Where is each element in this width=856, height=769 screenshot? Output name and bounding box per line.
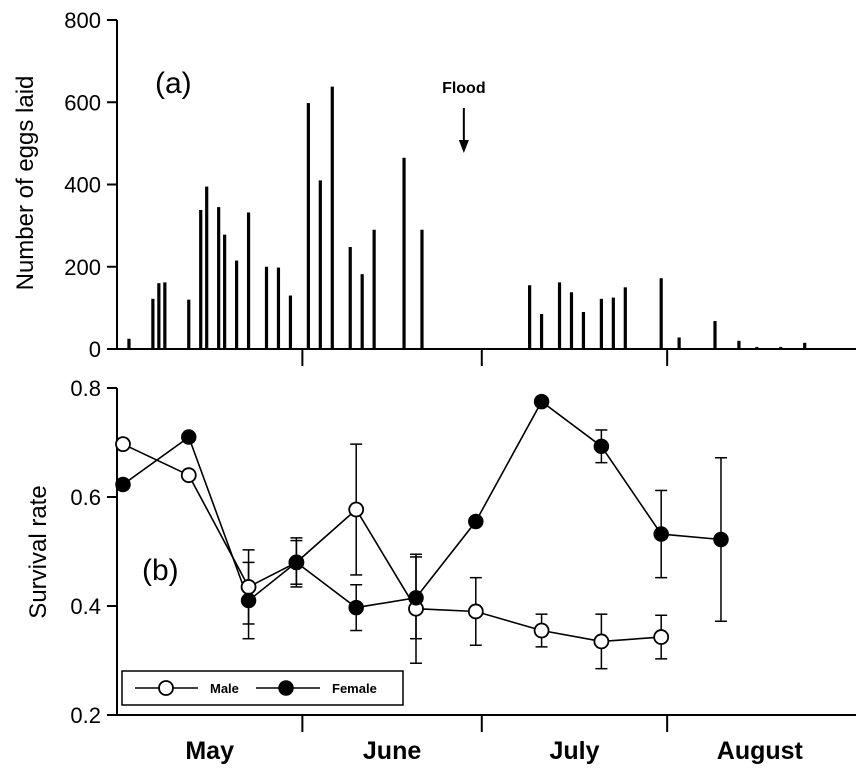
point-female (593, 438, 610, 455)
egg-bar (318, 180, 322, 349)
egg-bar (151, 298, 155, 349)
egg-bar (372, 229, 376, 349)
month-label: August (717, 737, 804, 765)
egg-bar (330, 86, 334, 349)
egg-bar (276, 267, 281, 349)
legend-female-label: Female (332, 681, 377, 696)
egg-bar (306, 103, 310, 349)
legend: Male Female (121, 670, 404, 706)
point-female (533, 393, 550, 410)
panel-b-y-tick-label: 0.8 (70, 376, 101, 401)
legend-male-marker-icon (158, 680, 174, 696)
point-female (408, 590, 424, 606)
month-label: May (185, 737, 234, 765)
panel-a-egg-chart: 0 200 400 600 800 Number of eggs laid (a) Fl… (12, 8, 856, 366)
panel-b-y-axis-label: Survival rate (25, 485, 52, 618)
point-female (468, 513, 484, 530)
point-male (240, 579, 257, 595)
egg-bar (223, 234, 227, 349)
point-male (533, 622, 550, 639)
panel-b-y-tick-label: 0.2 (70, 703, 101, 728)
egg-bar (803, 342, 807, 349)
legend-male-label: Male (210, 681, 239, 696)
flood-annotation: Flood (442, 80, 486, 97)
month-label: July (549, 737, 599, 765)
egg-bar (187, 299, 191, 349)
point-male (115, 436, 131, 453)
egg-bar (557, 282, 562, 349)
point-female (288, 554, 305, 571)
point-female (348, 599, 364, 616)
panel-a-y-tick-label: 800 (64, 8, 101, 33)
series-line-female (122, 400, 722, 609)
point-male (180, 467, 197, 484)
egg-bar (360, 274, 364, 349)
egg-bar (755, 346, 759, 349)
egg-bar (713, 321, 717, 349)
panel-b-y-tick-label: 0.6 (70, 485, 101, 510)
panel-a-label: (a) (155, 67, 192, 100)
egg-bar (623, 287, 627, 349)
panel-a-y-axis-label: Number of eggs laid (12, 76, 39, 291)
egg-bar (163, 282, 167, 349)
egg-bar (264, 266, 269, 349)
point-female (115, 476, 131, 493)
flood-arrow-icon (458, 108, 469, 153)
egg-bar (539, 314, 544, 349)
point-female (240, 592, 257, 609)
egg-bar (569, 292, 574, 349)
egg-bar (581, 311, 586, 349)
series-line-male (122, 443, 662, 643)
point-female (713, 531, 729, 548)
egg-bar (779, 346, 783, 349)
egg-bar (599, 298, 603, 349)
egg-bar (288, 295, 293, 349)
egg-bar (611, 297, 615, 349)
panel-b-label: (b) (142, 554, 179, 587)
month-label: June (363, 737, 421, 765)
egg-bar (737, 340, 741, 349)
point-male (467, 603, 484, 620)
egg-bar (205, 186, 209, 349)
panel-b-survival-chart: 0.2 0.4 0.6 0.8 Survival rate (b) Male Fema… (25, 376, 856, 732)
egg-bar (420, 229, 424, 349)
egg-bar (402, 157, 406, 349)
egg-bar (659, 278, 663, 349)
egg-bar (235, 260, 239, 349)
panel-a-y-tick-label: 400 (64, 173, 101, 198)
point-male (653, 629, 670, 645)
egg-bar (528, 285, 532, 349)
egg-bar (246, 212, 251, 349)
legend-female-marker-icon (278, 680, 294, 696)
panel-a-y-tick-label: 600 (64, 90, 101, 115)
egg-bar (199, 209, 203, 349)
point-female (181, 429, 197, 445)
egg-bar (217, 207, 221, 349)
panel-a-y-tick-label: 200 (64, 255, 101, 280)
egg-bar (348, 247, 352, 349)
point-male (348, 501, 365, 518)
egg-bar (157, 283, 161, 349)
panel-a-y-tick-label: 0 (89, 337, 101, 362)
point-male (593, 633, 610, 650)
egg-bar (127, 338, 131, 349)
point-female (653, 526, 669, 542)
panel-b-y-tick-label: 0.4 (70, 594, 101, 619)
egg-bar (677, 337, 681, 349)
